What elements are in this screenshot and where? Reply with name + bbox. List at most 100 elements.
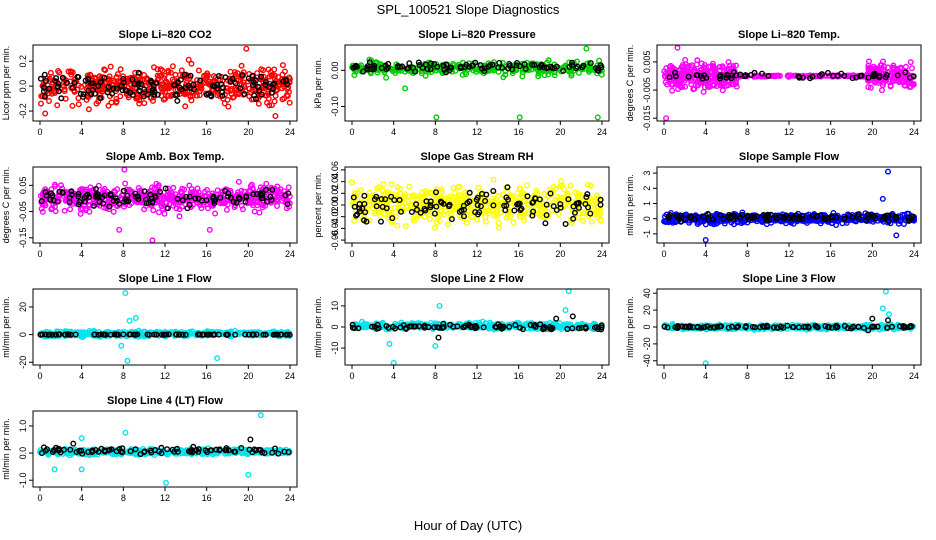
data-point xyxy=(77,206,84,213)
data-point xyxy=(186,201,193,208)
panel-title: Slope Line 1 Flow xyxy=(119,273,212,285)
data-series-group xyxy=(349,176,604,231)
data-point xyxy=(422,72,429,79)
data-point xyxy=(255,198,262,205)
data-point xyxy=(887,82,894,89)
data-point xyxy=(482,197,489,204)
data-point xyxy=(557,201,564,208)
data-point xyxy=(514,190,521,197)
data-point xyxy=(880,58,887,65)
data-point xyxy=(144,91,151,98)
data-point xyxy=(120,328,127,335)
data-point xyxy=(744,212,751,219)
data-point xyxy=(67,68,74,75)
data-point xyxy=(95,73,102,80)
data-point xyxy=(427,66,434,73)
data-point xyxy=(219,77,226,84)
data-point xyxy=(153,80,160,87)
data-point xyxy=(271,80,278,87)
x-tick-label: 0 xyxy=(37,371,42,381)
data-point xyxy=(431,192,438,199)
data-point xyxy=(405,65,412,72)
data-point xyxy=(361,217,368,224)
x-tick-label: 16 xyxy=(826,249,836,259)
data-point xyxy=(46,78,53,85)
data-point xyxy=(596,207,603,214)
data-point xyxy=(203,197,210,204)
data-point xyxy=(572,189,579,196)
data-point xyxy=(685,73,692,80)
x-tick-label: 4 xyxy=(391,249,396,259)
data-point xyxy=(259,195,266,202)
data-point xyxy=(503,214,510,221)
data-point xyxy=(427,60,434,67)
data-point xyxy=(701,62,708,69)
data-point xyxy=(807,75,814,82)
data-point xyxy=(259,204,266,211)
data-point xyxy=(868,65,875,72)
data-point xyxy=(376,208,383,215)
data-point xyxy=(283,78,290,85)
data-point xyxy=(522,65,529,72)
x-tick-label: 20 xyxy=(555,371,565,381)
x-tick-label: 20 xyxy=(243,249,253,259)
data-point xyxy=(763,215,770,222)
data-point xyxy=(455,200,462,207)
data-point xyxy=(731,81,738,88)
data-point xyxy=(584,181,591,188)
chart-panel: Slope Amb. Box Temp.degrees C per min.0 4… xyxy=(1,151,298,259)
data-point xyxy=(179,197,186,204)
data-point xyxy=(249,72,256,79)
data-point xyxy=(245,75,252,82)
data-point xyxy=(818,71,825,78)
data-point xyxy=(463,71,470,78)
data-point xyxy=(95,331,102,338)
data-point xyxy=(239,206,246,213)
x-tick-label: 0 xyxy=(37,249,42,259)
data-point xyxy=(349,179,356,186)
x-tick-label: 0 xyxy=(37,127,42,137)
data-point xyxy=(702,221,709,228)
data-point xyxy=(39,208,46,215)
data-point xyxy=(907,74,914,81)
data-point xyxy=(378,218,385,225)
y-tick-label: 3 xyxy=(642,171,652,176)
data-point xyxy=(284,81,291,88)
data-point xyxy=(737,71,744,78)
data-point xyxy=(490,202,497,209)
data-point xyxy=(424,66,431,73)
data-point xyxy=(491,191,498,198)
data-point xyxy=(885,218,892,225)
x-tick-label: 0 xyxy=(349,249,354,259)
data-point xyxy=(117,93,124,100)
data-point xyxy=(155,209,162,216)
data-point xyxy=(114,71,121,78)
data-point xyxy=(902,63,909,70)
x-tick-label: 24 xyxy=(285,249,295,259)
data-point xyxy=(361,192,368,199)
data-point xyxy=(412,68,419,75)
data-point xyxy=(597,217,604,224)
data-point xyxy=(159,81,166,88)
data-point xyxy=(366,56,373,63)
data-point xyxy=(215,72,222,79)
chart-panel: Slope Li–820 Temp.degrees C per min.0 4 8 1… xyxy=(625,29,922,137)
data-point xyxy=(565,196,572,203)
data-point xyxy=(855,211,862,218)
x-tick-label: 0 xyxy=(661,127,666,137)
data-point xyxy=(582,200,589,207)
data-point xyxy=(550,183,557,190)
data-point xyxy=(690,86,697,93)
data-point xyxy=(71,76,78,83)
data-point xyxy=(674,44,681,51)
data-point xyxy=(594,206,601,213)
data-point xyxy=(479,190,486,197)
data-point xyxy=(219,92,226,99)
data-point xyxy=(510,219,517,226)
data-point xyxy=(789,215,796,222)
y-axis-label: Licor ppm per min. xyxy=(1,46,11,121)
data-point xyxy=(55,83,62,90)
data-point xyxy=(193,81,200,88)
data-point xyxy=(674,214,681,221)
y-tick-label: -10 xyxy=(330,342,340,355)
